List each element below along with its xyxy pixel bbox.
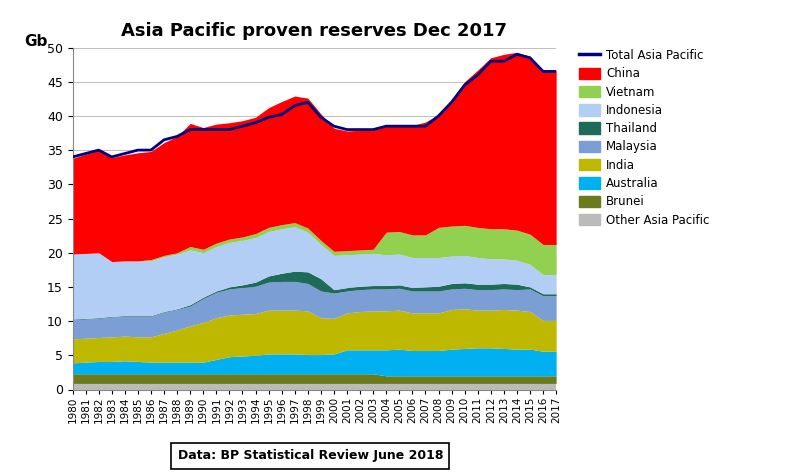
Legend: Total Asia Pacific, China, Vietnam, Indonesia, Thailand, Malaysia, India, Austra: Total Asia Pacific, China, Vietnam, Indo… (576, 47, 712, 229)
Text: Data: BP Statistical Review June 2018: Data: BP Statistical Review June 2018 (177, 449, 443, 463)
Title: Asia Pacific proven reserves Dec 2017: Asia Pacific proven reserves Dec 2017 (122, 22, 507, 40)
Text: Gb: Gb (24, 34, 48, 49)
